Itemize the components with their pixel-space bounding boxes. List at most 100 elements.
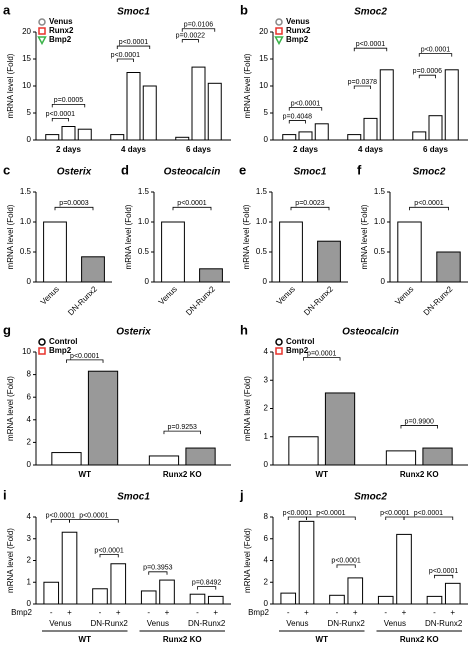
y-tick-label: 4: [264, 347, 269, 356]
y-tick-label: 15: [22, 54, 31, 63]
significance-bracket: [288, 120, 306, 124]
series-tick-label: -: [433, 608, 436, 617]
x-tick-label: DN-Runx2: [90, 619, 128, 628]
y-tick-label: 15: [259, 54, 268, 63]
legend-marker: [275, 27, 283, 35]
y-tick-label: 0.5: [256, 247, 268, 256]
panel-letter: c: [3, 162, 10, 177]
legend-marker: [38, 27, 46, 35]
legend-marker: [38, 18, 46, 26]
y-tick-label: 8: [264, 512, 269, 521]
y-tick-label: 0: [264, 135, 269, 144]
p-value: p<0.0001: [414, 510, 443, 517]
p-value: p<0.0001: [316, 510, 345, 517]
legend-label: Bmp2: [49, 346, 72, 355]
group-label: WT: [79, 635, 92, 644]
legend-marker: [275, 347, 283, 355]
significance-bracket: [385, 516, 405, 520]
legend-label: Control: [49, 337, 77, 346]
bar: [161, 221, 185, 283]
p-value: p=0.0003: [59, 200, 88, 207]
x-tick-label: Venus: [39, 285, 61, 307]
row-label: Bmp2: [11, 608, 32, 617]
significance-bracket: [116, 58, 134, 62]
p-value: p<0.0001: [46, 111, 75, 118]
x-tick-label: Venus: [286, 619, 308, 628]
p-value: p<0.0001: [421, 46, 450, 53]
y-tick-label: 0: [264, 460, 269, 469]
legend-marker: [38, 338, 46, 346]
panel-letter: i: [3, 487, 7, 502]
y-tick-label: 10: [22, 81, 31, 90]
significance-bracket: [409, 206, 449, 211]
significance-bracket: [51, 118, 69, 122]
x-tick-label: DN-Runx2: [66, 284, 99, 317]
p-value: p<0.0001: [46, 512, 75, 519]
bar: [185, 447, 216, 466]
x-tick-label: Runx2 KO: [400, 470, 439, 479]
bar: [199, 268, 223, 283]
bar: [298, 520, 315, 605]
chart-title: Smoc1: [117, 492, 150, 503]
series-tick-label: +: [116, 608, 121, 617]
series-tick-label: +: [67, 608, 72, 617]
bar: [142, 85, 157, 141]
y-tick-label: 6: [27, 392, 32, 401]
p-value: p<0.0001: [111, 52, 140, 59]
chart-title: Osterix: [116, 327, 151, 338]
p-value: p<0.0001: [331, 558, 360, 565]
bar: [317, 240, 341, 283]
legend-label: Runx2: [286, 26, 311, 35]
p-value: p=0.0022: [176, 32, 205, 39]
p-value: p=0.9900: [405, 418, 434, 425]
bar: [288, 436, 319, 466]
bar: [412, 131, 427, 141]
series-tick-label: -: [384, 608, 387, 617]
bar: [77, 128, 92, 141]
p-value: p<0.0001: [291, 100, 320, 107]
x-tick-label: DN-Runx2: [188, 619, 226, 628]
group-label: Runx2 KO: [163, 635, 202, 644]
p-value: p=0.9253: [168, 424, 197, 431]
significance-bracket: [353, 85, 371, 89]
y-tick-label: 4: [27, 415, 32, 424]
chart-title: Smoc2: [413, 167, 446, 178]
bar: [140, 590, 157, 605]
y-tick-label: 5: [264, 108, 269, 117]
significance-bracket: [99, 554, 119, 558]
p-value: p=0.0106: [184, 22, 213, 29]
y-tick-label: 0: [263, 277, 268, 286]
significance-bracket: [50, 519, 70, 523]
p-value: p=0.4048: [283, 113, 312, 120]
x-tick-label: 6 days: [186, 145, 211, 154]
panel-letter: g: [3, 322, 11, 337]
p-value: p=0.8492: [192, 579, 221, 586]
y-tick-label: 0: [381, 277, 386, 286]
chart-title: Smoc2: [354, 7, 387, 18]
y-tick-label: 0: [27, 277, 32, 286]
y-tick-label: 0: [145, 277, 150, 286]
y-axis-label: mRNA level (Fold): [242, 204, 251, 269]
significance-bracket: [336, 564, 356, 568]
y-axis-label: mRNA level (Fold): [360, 204, 369, 269]
panel-letter: j: [239, 487, 244, 502]
y-tick-label: 1.0: [374, 217, 386, 226]
x-tick-label: Venus: [393, 285, 415, 307]
bar: [363, 117, 378, 141]
y-axis-label: mRNA level (Fold): [6, 528, 15, 593]
x-tick-label: DN-Runx2: [327, 619, 365, 628]
x-tick-label: Venus: [384, 619, 406, 628]
y-axis-label: mRNA level (Fold): [6, 204, 15, 269]
bar: [207, 595, 224, 605]
bar: [347, 134, 362, 141]
x-tick-label: 2 days: [56, 145, 81, 154]
series-tick-label: -: [336, 608, 339, 617]
bar: [189, 593, 206, 605]
bar: [92, 588, 108, 605]
y-tick-label: 1.0: [256, 217, 268, 226]
bar: [314, 123, 329, 141]
legend-label: Control: [286, 337, 314, 346]
bar: [148, 455, 180, 466]
significance-bracket: [69, 519, 119, 523]
legend-label: Bmp2: [49, 35, 72, 44]
